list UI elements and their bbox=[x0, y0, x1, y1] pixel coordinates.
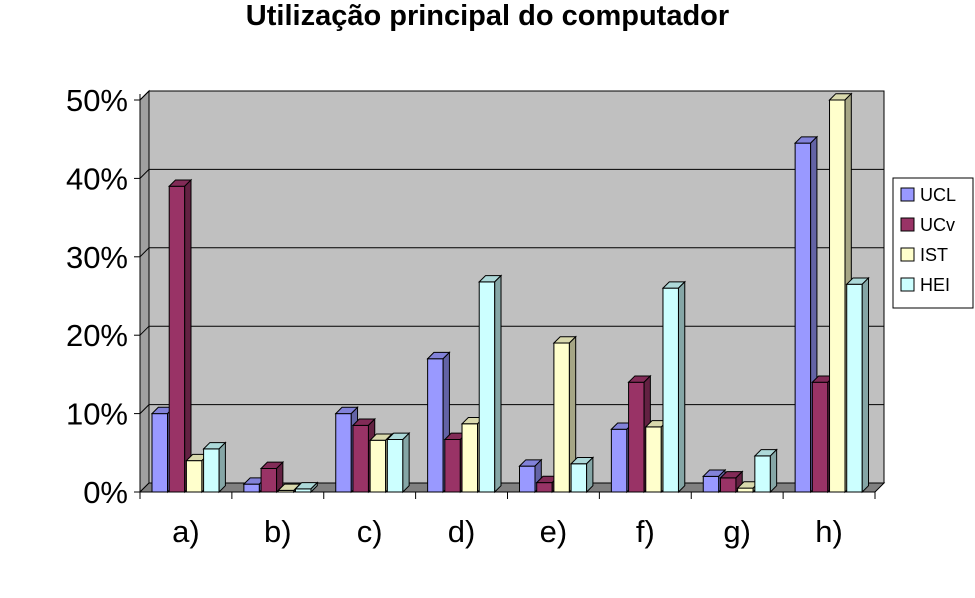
y-tick-label: 10% bbox=[66, 397, 128, 432]
x-tick-label: c) bbox=[357, 514, 383, 549]
x-tick-label: e) bbox=[540, 514, 568, 549]
bar-ist-4 bbox=[552, 335, 577, 494]
bar-hei-1 bbox=[294, 481, 319, 494]
legend-swatch bbox=[900, 277, 915, 292]
y-tick-label: 30% bbox=[66, 240, 128, 275]
legend-swatch bbox=[900, 187, 915, 202]
legend-item-ucl: UCL bbox=[900, 185, 956, 205]
chart-title: Utilização principal do computador bbox=[245, 0, 730, 32]
gridline bbox=[139, 90, 884, 101]
bar-hei-2 bbox=[386, 431, 411, 494]
back-wall bbox=[148, 90, 885, 484]
gridline bbox=[139, 325, 884, 336]
bar-ucv-0 bbox=[167, 178, 193, 494]
x-tick-label: b) bbox=[264, 514, 292, 549]
legend-item-ucv: UCv bbox=[900, 215, 955, 235]
bar-ucv-1 bbox=[259, 460, 285, 494]
x-tick-label: f) bbox=[636, 514, 655, 549]
plot-area bbox=[138, 89, 886, 494]
x-tick-label: h) bbox=[815, 514, 843, 549]
gridline bbox=[139, 168, 884, 179]
bar-hei-6 bbox=[753, 448, 778, 494]
bars bbox=[150, 92, 870, 494]
bar-ucv-6 bbox=[719, 470, 744, 494]
legend-label: UCv bbox=[920, 215, 955, 235]
legend-label: HEI bbox=[920, 275, 950, 295]
legend-item-hei: HEI bbox=[900, 275, 950, 295]
legend-swatch bbox=[900, 247, 915, 262]
bar-hei-4 bbox=[569, 456, 595, 494]
y-tick-label: 40% bbox=[66, 161, 128, 196]
legend: UCL UCv IST HEI bbox=[892, 177, 974, 309]
bar-ucl-6 bbox=[702, 468, 727, 494]
bar-hei-3 bbox=[478, 274, 503, 494]
side-wall bbox=[139, 89, 150, 494]
legend-label: IST bbox=[920, 245, 948, 265]
x-tick-label: d) bbox=[448, 514, 476, 549]
bar-hei-7 bbox=[845, 276, 870, 494]
legend-item-ist: IST bbox=[900, 245, 948, 265]
y-tick-label: 20% bbox=[66, 318, 128, 353]
x-tick-label: g) bbox=[723, 514, 751, 549]
axes: 0% 10% 20% 30% 40% 50% a) b) c) d) e) f) g) h) bbox=[66, 83, 876, 549]
bar-hei-5 bbox=[661, 280, 686, 494]
legend-swatch bbox=[900, 217, 915, 232]
legend-label: UCL bbox=[920, 185, 956, 205]
bar-hei-0 bbox=[202, 441, 227, 494]
y-tick-label: 50% bbox=[66, 83, 128, 118]
y-tick-label: 0% bbox=[83, 475, 128, 510]
gridline bbox=[139, 247, 884, 258]
x-tick-label: a) bbox=[172, 514, 200, 549]
